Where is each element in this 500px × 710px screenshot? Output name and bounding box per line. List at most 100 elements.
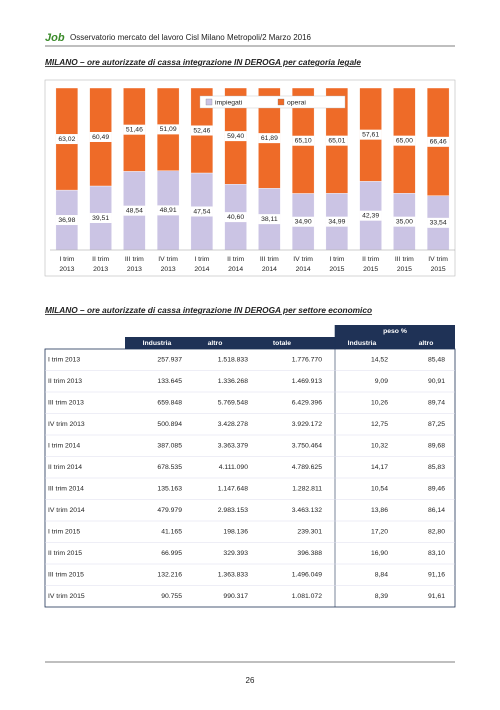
- table-cell: 86,14: [428, 507, 445, 514]
- table-cell: 12,75: [371, 421, 388, 428]
- label-bg: [55, 215, 78, 226]
- value-label: 47,54: [193, 208, 210, 215]
- label-bg: [292, 216, 315, 227]
- x-tick-label: 2015: [329, 266, 344, 273]
- value-label: 48,91: [160, 207, 177, 214]
- table-header-bg: [125, 337, 455, 349]
- table-cell: 1.363.833: [218, 572, 248, 579]
- table-cell: 13,86: [371, 507, 388, 514]
- table-cell: 66.995: [161, 550, 182, 557]
- table-cell: 8,84: [375, 572, 388, 579]
- table-cell: 85,83: [428, 464, 445, 471]
- table-cell: 329.393: [223, 550, 248, 557]
- label-bg: [258, 133, 281, 144]
- column-header: totale: [273, 340, 291, 347]
- x-tick-label: 2014: [228, 266, 243, 273]
- logo: Job: [45, 32, 65, 44]
- row-label: II trim 2014: [48, 464, 82, 471]
- value-label: 51,46: [126, 126, 143, 133]
- value-label: 34,90: [295, 219, 312, 226]
- table-cell: 990.317: [223, 593, 248, 600]
- table-cell: 135.163: [157, 486, 182, 493]
- table-cell: 3.750.464: [292, 443, 322, 450]
- column-header: altro: [208, 340, 223, 347]
- x-tick-label: 2015: [431, 266, 446, 273]
- x-tick-label: 2014: [296, 266, 311, 273]
- table-cell: 1.081.072: [292, 593, 322, 600]
- x-tick-label: IV trim: [158, 256, 178, 263]
- value-label: 63,02: [58, 136, 75, 143]
- label-bg: [427, 136, 450, 147]
- table-cell: 10,54: [371, 486, 388, 493]
- legend-swatch: [277, 98, 285, 106]
- value-label: 33,54: [430, 220, 447, 227]
- label-bg: [359, 210, 382, 221]
- table-header-bg: [335, 325, 455, 337]
- column-header: altro: [419, 340, 434, 347]
- table-cell: 87,25: [428, 421, 445, 428]
- table-cell: 10,32: [371, 443, 388, 450]
- value-label: 65,10: [295, 138, 312, 145]
- table-cell: 396.388: [297, 550, 322, 557]
- value-label: 51,09: [160, 126, 177, 133]
- table-cell: 89,46: [428, 486, 445, 493]
- label-bg: [359, 129, 382, 140]
- table-cell: 479.979: [157, 507, 182, 514]
- chart-title: MILANO – ore autorizzate di cassa integr…: [45, 57, 361, 67]
- x-tick-label: I trim: [329, 256, 344, 263]
- table-cell: 1.147.648: [218, 486, 248, 493]
- label-bg: [89, 212, 112, 223]
- value-label: 38,11: [261, 216, 278, 223]
- row-label: IV trim 2014: [48, 507, 85, 514]
- table-cell: 198.136: [223, 529, 248, 536]
- value-label: 60,49: [92, 134, 109, 141]
- table-cell: 14,52: [371, 357, 388, 364]
- x-tick-label: I trim: [59, 256, 74, 263]
- table-cell: 9,09: [375, 378, 388, 385]
- table-cell: 132.216: [157, 572, 182, 579]
- x-tick-label: II trim: [92, 256, 109, 263]
- table-cell: 1.518.833: [218, 357, 248, 364]
- table-cell: 1.469.913: [292, 378, 322, 385]
- label-bg: [224, 212, 247, 223]
- table-cell: 659.848: [157, 400, 182, 407]
- value-label: 65,01: [328, 137, 345, 144]
- table-cell: 83,10: [428, 550, 445, 557]
- label-bg: [393, 135, 416, 146]
- label-bg: [157, 205, 180, 216]
- table-cell: 16,90: [371, 550, 388, 557]
- table-cell: 257.937: [157, 357, 182, 364]
- row-label: I trim 2013: [48, 357, 80, 364]
- label-bg: [325, 135, 348, 146]
- table-cell: 91,16: [428, 572, 445, 579]
- x-tick-label: IV trim: [428, 256, 448, 263]
- header-text: Osservatorio mercato del lavoro Cisl Mil…: [70, 33, 312, 42]
- row-label: III trim 2015: [48, 572, 84, 579]
- label-bg: [258, 214, 281, 225]
- value-label: 66,46: [430, 139, 447, 146]
- x-tick-label: 2013: [93, 266, 108, 273]
- group-header: peso %: [383, 328, 407, 335]
- table-cell: 90.755: [161, 593, 182, 600]
- row-label: I trim 2014: [48, 443, 80, 450]
- table-cell: 91,61: [428, 593, 445, 600]
- label-bg: [190, 206, 213, 217]
- table-cell: 500.894: [157, 421, 182, 428]
- table-cell: 133.645: [157, 378, 182, 385]
- value-label: 40,60: [227, 214, 244, 221]
- label-bg: [393, 216, 416, 227]
- row-label: I trim 2015: [48, 529, 80, 536]
- table-cell: 5.769.548: [218, 400, 248, 407]
- table-cell: 3.363.379: [218, 443, 248, 450]
- x-tick-label: II trim: [362, 256, 379, 263]
- x-tick-label: III trim: [125, 256, 144, 263]
- value-label: 34,99: [328, 218, 345, 225]
- x-tick-label: 2013: [59, 266, 74, 273]
- value-label: 36,98: [58, 217, 75, 224]
- x-tick-label: 2013: [127, 266, 142, 273]
- label-bg: [292, 135, 315, 146]
- table-cell: 3.929.172: [292, 421, 322, 428]
- page-number: 26: [246, 676, 255, 685]
- table-cell: 10,26: [371, 400, 388, 407]
